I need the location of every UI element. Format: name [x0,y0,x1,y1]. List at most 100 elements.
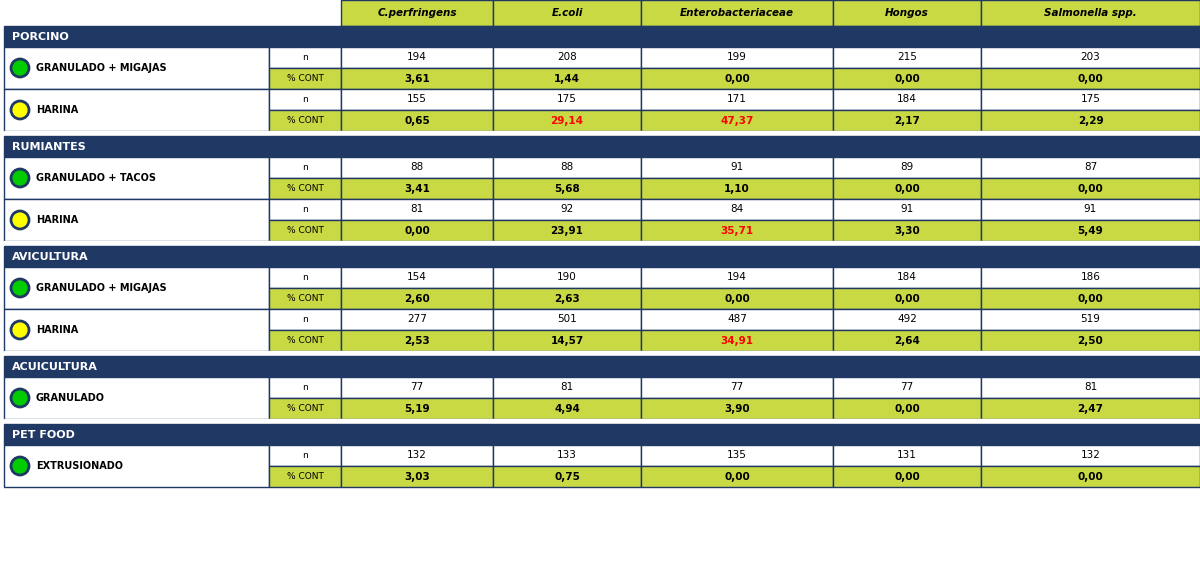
Text: 14,57: 14,57 [551,336,583,345]
Text: 35,71: 35,71 [720,225,754,235]
Text: 0,00: 0,00 [724,294,750,303]
Bar [493,157,641,178]
Bar [4,351,1200,356]
Text: 4,94: 4,94 [554,404,580,414]
Text: 0,00: 0,00 [894,294,920,303]
Bar [341,309,493,330]
Bar [833,267,982,288]
Text: n: n [302,451,308,460]
Bar [341,377,493,398]
Text: % CONT: % CONT [287,472,324,481]
Text: 131: 131 [898,451,917,461]
Bar [4,26,1200,47]
Bar [833,47,982,68]
Bar [4,419,1200,424]
Bar [4,267,269,309]
Text: 81: 81 [410,204,424,215]
Bar [4,424,1200,445]
Bar [341,68,493,89]
Text: 88: 88 [410,162,424,173]
Text: 5,68: 5,68 [554,183,580,194]
Text: 91: 91 [900,204,913,215]
Circle shape [11,169,29,187]
Text: 34,91: 34,91 [720,336,754,345]
Bar [641,288,833,309]
Text: 175: 175 [1080,95,1100,105]
Text: 77: 77 [900,383,913,392]
Bar [833,466,982,487]
Bar [982,220,1200,241]
Text: 199: 199 [727,53,746,62]
Bar [833,377,982,398]
Bar [269,157,341,178]
Text: 135: 135 [727,451,746,461]
Circle shape [11,389,29,407]
Text: 194: 194 [727,272,746,282]
Text: 2,63: 2,63 [554,294,580,303]
Text: RUMIANTES: RUMIANTES [12,142,85,152]
Text: % CONT: % CONT [287,404,324,413]
Text: AVICULTURA: AVICULTURA [12,251,89,261]
Bar [341,288,493,309]
Bar [833,89,982,110]
Text: % CONT: % CONT [287,336,324,345]
Bar [641,398,833,419]
Bar [641,89,833,110]
Bar [833,178,982,199]
Text: GRANULADO + MIGAJAS: GRANULADO + MIGAJAS [36,63,167,73]
Text: 487: 487 [727,315,746,324]
Bar [341,110,493,131]
Bar [341,47,493,68]
Bar [4,199,269,241]
Bar [493,330,641,351]
Bar [269,220,341,241]
Text: 1,44: 1,44 [554,74,580,84]
Text: C.perfringens: C.perfringens [377,8,457,18]
Text: PORCINO: PORCINO [12,32,68,41]
Bar [341,178,493,199]
Bar [341,0,493,26]
Bar [341,466,493,487]
Text: 154: 154 [407,272,427,282]
Text: 155: 155 [407,95,427,105]
Bar [982,288,1200,309]
Text: 2,53: 2,53 [404,336,430,345]
Bar [982,267,1200,288]
Bar [982,157,1200,178]
Bar [269,178,341,199]
Bar [641,220,833,241]
Bar [4,241,1200,246]
Bar [833,157,982,178]
Text: 3,30: 3,30 [894,225,920,235]
Text: 0,00: 0,00 [894,404,920,414]
Text: 519: 519 [1080,315,1100,324]
Text: GRANULADO + MIGAJAS: GRANULADO + MIGAJAS [36,283,167,293]
Text: 184: 184 [898,272,917,282]
Bar [4,136,1200,157]
Text: 0,00: 0,00 [724,74,750,84]
Bar [341,267,493,288]
Text: 171: 171 [727,95,746,105]
Text: 132: 132 [1080,451,1100,461]
Bar [833,330,982,351]
Bar [982,398,1200,419]
Bar [4,0,341,26]
Bar [833,398,982,419]
Bar [493,68,641,89]
Text: 2,60: 2,60 [404,294,430,303]
Text: 208: 208 [557,53,577,62]
Bar [641,68,833,89]
Text: 184: 184 [898,95,917,105]
Text: 0,00: 0,00 [894,74,920,84]
Text: 0,00: 0,00 [1078,74,1103,84]
Circle shape [11,211,29,229]
Bar [641,309,833,330]
Bar [493,47,641,68]
Text: 77: 77 [731,383,744,392]
Bar [341,199,493,220]
Text: 92: 92 [560,204,574,215]
Text: 0,00: 0,00 [1078,294,1103,303]
Text: 190: 190 [557,272,577,282]
Bar [493,199,641,220]
Bar [493,398,641,419]
